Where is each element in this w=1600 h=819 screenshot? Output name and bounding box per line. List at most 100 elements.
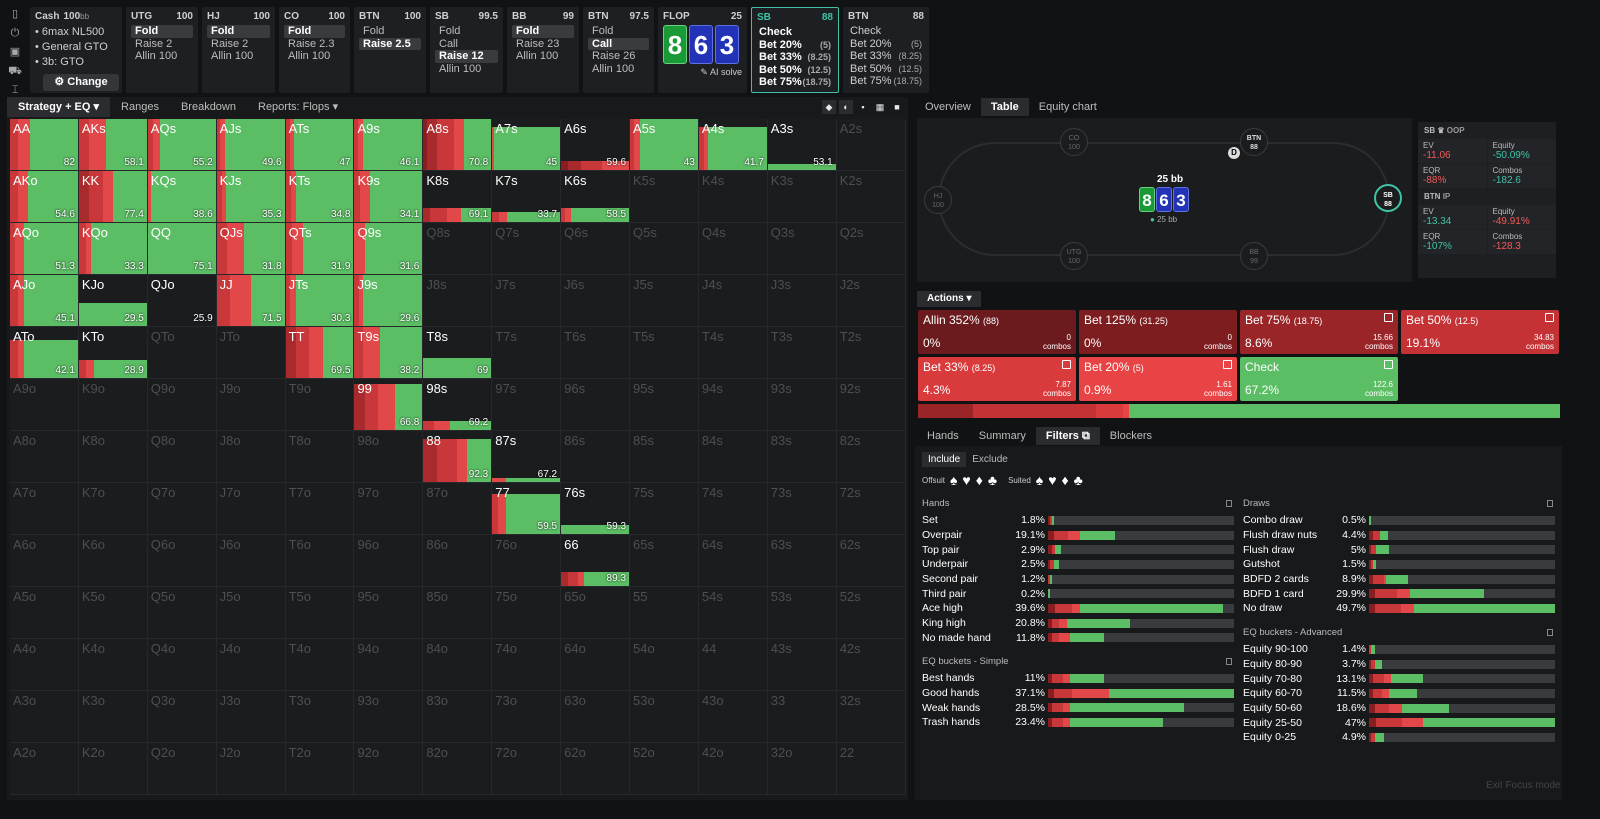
seat-box[interactable]: BTN 100 Fold Raise 2.5 bbox=[354, 7, 426, 93]
filter-row[interactable]: Best hands 11% bbox=[922, 671, 1234, 686]
spade-icon[interactable]: ♠ bbox=[1035, 472, 1044, 488]
hand-cell[interactable]: 99 66.8 bbox=[354, 379, 424, 431]
filter-row[interactable]: Good hands 37.1% bbox=[922, 686, 1234, 701]
seat-box[interactable]: UTG 100 Fold Raise 2 Allin 100 bbox=[126, 7, 198, 93]
seat-action[interactable]: Allin 100 bbox=[135, 50, 178, 62]
hand-cell[interactable]: T4s bbox=[698, 327, 768, 379]
hand-cell[interactable]: KTo 28.9 bbox=[78, 327, 148, 379]
seat-action[interactable]: Fold bbox=[439, 25, 461, 37]
hand-cell[interactable]: J2s bbox=[836, 275, 906, 327]
tab-ranges[interactable]: Ranges bbox=[121, 101, 159, 113]
hand-cell[interactable]: QTs 31.9 bbox=[285, 223, 355, 275]
hand-cell[interactable]: 88 92.3 bbox=[423, 431, 493, 483]
hand-cell[interactable]: K2o bbox=[78, 743, 148, 795]
hand-cell[interactable]: 74s bbox=[698, 483, 768, 535]
filter-row[interactable]: Weak hands 28.5% bbox=[922, 700, 1234, 715]
tab-strategy-eq[interactable]: Strategy + EQ ▾ bbox=[7, 97, 111, 117]
seat-box[interactable]: BB 99 Fold Raise 23 Allin 100 bbox=[507, 7, 579, 93]
hand-cell[interactable]: TT 69.5 bbox=[285, 327, 355, 379]
hand-cell[interactable]: Q5o bbox=[147, 587, 217, 639]
hand-cell[interactable]: AKs 58.1 bbox=[78, 119, 148, 171]
square-icon[interactable]: ■ bbox=[894, 102, 900, 112]
hand-cell[interactable]: 75o bbox=[492, 587, 562, 639]
filter-row[interactable]: Trash hands 23.4% bbox=[922, 715, 1234, 730]
filter-row[interactable]: Combo draw 0.5% bbox=[1243, 513, 1555, 528]
grid-large-icon[interactable]: ▦ bbox=[875, 102, 885, 112]
cube-icon[interactable]: ◆ bbox=[822, 100, 836, 114]
hand-cell[interactable]: J7o bbox=[216, 483, 286, 535]
hand-cell[interactable]: K3s bbox=[767, 171, 837, 223]
hand-cell[interactable]: ATo 42.1 bbox=[10, 327, 79, 379]
filter-row[interactable]: Third pair 0.2% bbox=[922, 586, 1234, 601]
grid-small-icon[interactable]: ▪ bbox=[861, 102, 865, 112]
hand-cell[interactable]: K5s bbox=[630, 171, 699, 223]
hand-cell[interactable]: Q9o bbox=[147, 379, 217, 431]
filter-row[interactable]: Equity 0-25 4.9% bbox=[1243, 730, 1555, 745]
hand-cell[interactable]: 93s bbox=[767, 379, 837, 431]
filter-row[interactable]: Equity 50-60 18.6% bbox=[1243, 701, 1555, 716]
hand-cell[interactable]: Q9s 31.6 bbox=[354, 223, 424, 275]
table-seat[interactable]: BTN 88 bbox=[1240, 128, 1268, 156]
hand-cell[interactable]: Q2s bbox=[836, 223, 906, 275]
filter-row[interactable]: Equity 80-90 3.7% bbox=[1243, 657, 1555, 672]
hand-cell[interactable]: A3o bbox=[10, 691, 79, 743]
seat-action[interactable]: Fold bbox=[363, 25, 385, 37]
hand-cell[interactable]: T8s 69 bbox=[423, 327, 493, 379]
hand-cell[interactable]: T6o bbox=[285, 535, 355, 587]
heart-icon[interactable]: ♥ bbox=[1048, 472, 1057, 488]
hand-cell[interactable]: 86s bbox=[561, 431, 631, 483]
seat-action[interactable]: Raise 2.3 bbox=[288, 37, 335, 50]
hand-cell[interactable]: 85o bbox=[423, 587, 493, 639]
hand-cell[interactable]: 54s bbox=[698, 587, 768, 639]
hand-cell[interactable]: A5s 43 bbox=[630, 119, 699, 171]
table-seat[interactable]: BB 99 bbox=[1240, 242, 1268, 270]
action-button[interactable]: Bet 50% (12.5) 19.1% 34.83 combos bbox=[1401, 310, 1559, 354]
hand-cell[interactable]: 83s bbox=[767, 431, 837, 483]
hand-cell[interactable]: J5o bbox=[216, 587, 286, 639]
seat-action[interactable]: Fold bbox=[512, 25, 574, 38]
hand-cell[interactable]: 74o bbox=[492, 639, 562, 691]
hand-cell[interactable]: K4o bbox=[78, 639, 148, 691]
hand-cell[interactable]: A5o bbox=[10, 587, 79, 639]
hand-cell[interactable]: KQs 38.6 bbox=[147, 171, 217, 223]
bookmark-icon[interactable]: ▯ bbox=[11, 8, 19, 20]
hand-cell[interactable]: 87s 67.2 bbox=[492, 431, 562, 483]
btn-option[interactable]: Check bbox=[848, 25, 924, 38]
btn-option[interactable]: Bet 20% (5) bbox=[848, 38, 924, 51]
hand-cell[interactable]: 84o bbox=[423, 639, 493, 691]
seat-action[interactable]: Allin 100 bbox=[288, 50, 331, 62]
hand-cell[interactable]: 62o bbox=[561, 743, 631, 795]
tab-breakdown[interactable]: Breakdown bbox=[180, 101, 236, 113]
hand-cell[interactable]: 82s bbox=[836, 431, 906, 483]
exit-focus-link[interactable]: Exit Focus mode bbox=[1486, 780, 1561, 791]
hand-cell[interactable]: K3o bbox=[78, 691, 148, 743]
hand-cell[interactable]: 96s bbox=[561, 379, 631, 431]
hand-cell[interactable]: 94s bbox=[698, 379, 768, 431]
hand-cell[interactable]: 44 bbox=[698, 639, 768, 691]
hand-cell[interactable]: 87o bbox=[423, 483, 493, 535]
hand-cell[interactable]: T4o bbox=[285, 639, 355, 691]
hand-cell[interactable]: Q4o bbox=[147, 639, 217, 691]
include-button[interactable]: Include bbox=[922, 452, 967, 467]
seat-action[interactable]: Allin 100 bbox=[516, 50, 559, 62]
seat-action[interactable]: Raise 26 bbox=[592, 50, 636, 62]
filter-row[interactable]: BDFD 1 card 29.9% bbox=[1243, 586, 1555, 601]
filter-row[interactable]: Gutshot 1.5% bbox=[1243, 557, 1555, 572]
note-icon[interactable] bbox=[1545, 313, 1554, 322]
collapse-icon[interactable] bbox=[1547, 500, 1553, 507]
hand-cell[interactable]: 52s bbox=[836, 587, 906, 639]
hand-cell[interactable]: J4o bbox=[216, 639, 286, 691]
tab-summary[interactable]: Summary bbox=[978, 430, 1026, 442]
seat-box[interactable]: HJ 100 Fold Raise 2 Allin 100 bbox=[202, 7, 275, 93]
btn-option[interactable]: Bet 33% (8.25) bbox=[848, 50, 924, 63]
seat-action[interactable]: Raise 2 bbox=[211, 37, 249, 50]
hand-cell[interactable]: K7s 33.7 bbox=[492, 171, 562, 223]
hand-cell[interactable]: ATs 47 bbox=[285, 119, 355, 171]
action-button[interactable]: Bet 20% (5) 0.9% 1.61 combos bbox=[1079, 357, 1237, 401]
hand-cell[interactable]: T3s bbox=[767, 327, 837, 379]
seat-action[interactable]: Allin 100 bbox=[211, 50, 254, 62]
hand-cell[interactable]: 64o bbox=[561, 639, 631, 691]
collapse-icon[interactable] bbox=[1226, 658, 1232, 665]
hand-cell[interactable]: 43o bbox=[698, 691, 768, 743]
filter-row[interactable]: Flush draw nuts 4.4% bbox=[1243, 528, 1555, 543]
